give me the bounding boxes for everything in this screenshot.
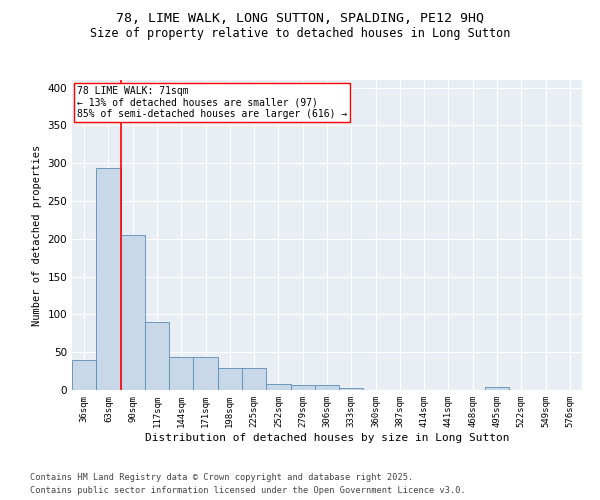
Bar <box>218 368 242 390</box>
Text: 78 LIME WALK: 71sqm
← 13% of detached houses are smaller (97)
85% of semi-detach: 78 LIME WALK: 71sqm ← 13% of detached ho… <box>77 86 347 120</box>
Bar <box>169 356 193 390</box>
Bar <box>96 168 121 390</box>
Bar <box>485 387 509 390</box>
Text: Size of property relative to detached houses in Long Sutton: Size of property relative to detached ho… <box>90 28 510 40</box>
Bar <box>145 322 169 390</box>
Bar <box>193 356 218 390</box>
Bar <box>72 360 96 390</box>
Bar <box>290 386 315 390</box>
Bar <box>315 386 339 390</box>
Bar <box>121 235 145 390</box>
Bar <box>339 388 364 390</box>
Text: Contains HM Land Registry data © Crown copyright and database right 2025.: Contains HM Land Registry data © Crown c… <box>30 474 413 482</box>
Bar <box>242 368 266 390</box>
X-axis label: Distribution of detached houses by size in Long Sutton: Distribution of detached houses by size … <box>145 432 509 442</box>
Text: Contains public sector information licensed under the Open Government Licence v3: Contains public sector information licen… <box>30 486 466 495</box>
Bar <box>266 384 290 390</box>
Text: 78, LIME WALK, LONG SUTTON, SPALDING, PE12 9HQ: 78, LIME WALK, LONG SUTTON, SPALDING, PE… <box>116 12 484 26</box>
Y-axis label: Number of detached properties: Number of detached properties <box>32 144 42 326</box>
